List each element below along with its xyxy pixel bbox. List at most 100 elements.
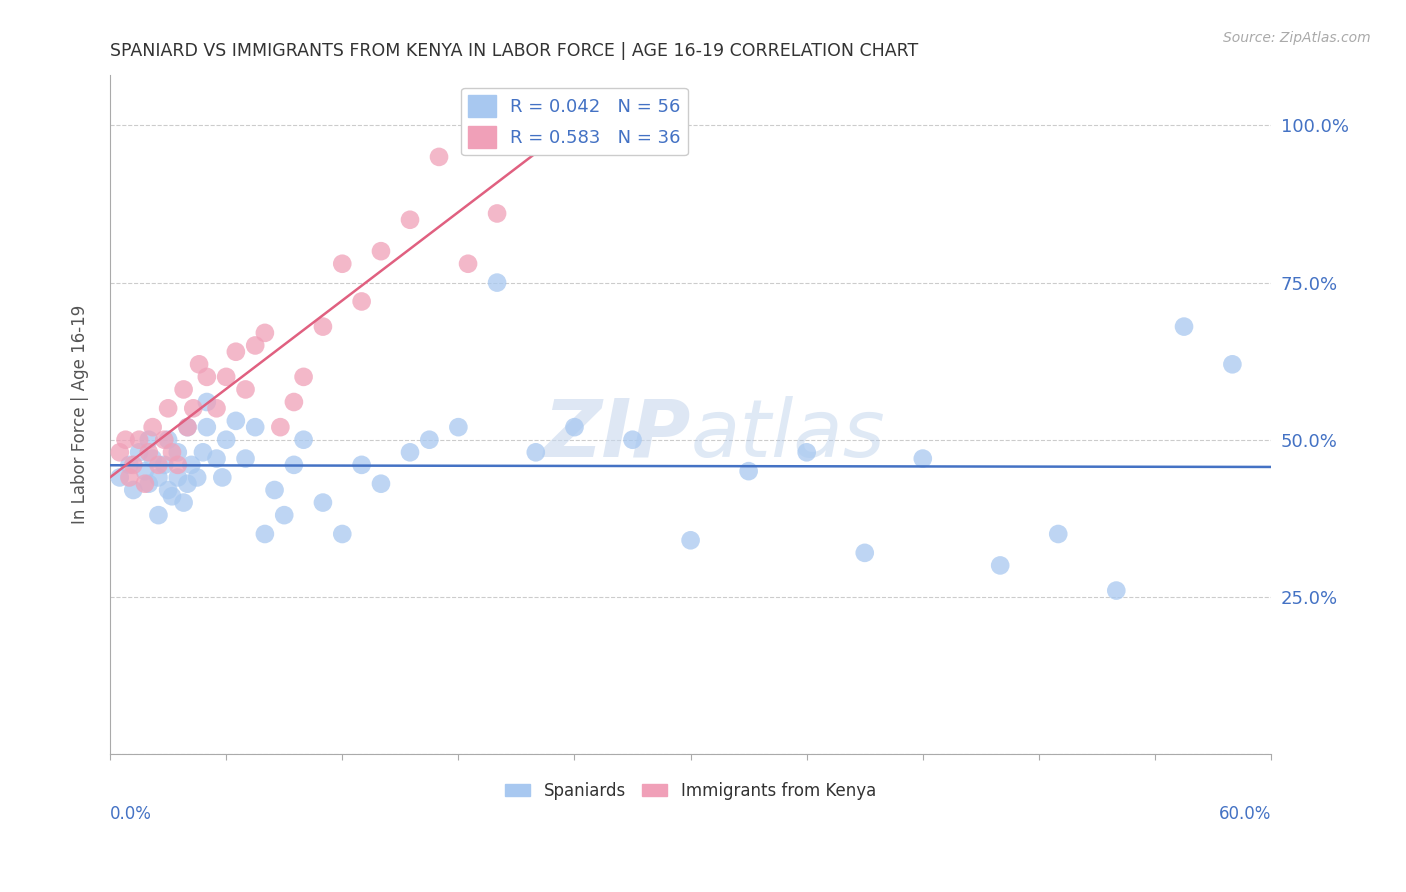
Point	[515, 119, 537, 133]
Point	[181, 401, 204, 416]
Text: SPANIARD VS IMMIGRANTS FROM KENYA IN LABOR FORCE | AGE 16-19 CORRELATION CHART: SPANIARD VS IMMIGRANTS FROM KENYA IN LAB…	[110, 42, 918, 60]
Point	[283, 458, 305, 472]
Point	[122, 458, 145, 472]
Point	[269, 420, 291, 434]
Point	[330, 527, 353, 541]
Point	[205, 401, 228, 416]
Point	[1105, 583, 1128, 598]
Text: Source: ZipAtlas.com: Source: ZipAtlas.com	[1223, 31, 1371, 45]
Point	[180, 458, 202, 472]
Point	[176, 420, 198, 434]
Point	[524, 445, 547, 459]
Point	[148, 508, 170, 523]
Point	[176, 476, 198, 491]
Point	[138, 476, 160, 491]
Point	[142, 451, 165, 466]
Point	[153, 433, 176, 447]
Point	[245, 420, 267, 434]
Point	[176, 420, 198, 434]
Point	[134, 476, 156, 491]
Point	[350, 458, 373, 472]
Point	[128, 433, 150, 447]
Text: 0.0%: 0.0%	[110, 805, 152, 823]
Point	[253, 326, 276, 340]
Point	[263, 483, 285, 497]
Point	[108, 445, 131, 459]
Point	[370, 244, 392, 259]
Point	[350, 294, 373, 309]
Point	[195, 395, 218, 409]
Point	[564, 420, 586, 434]
Point	[173, 495, 195, 509]
Point	[153, 458, 176, 472]
Point	[211, 470, 233, 484]
Point	[457, 257, 479, 271]
Point	[128, 445, 150, 459]
Point	[447, 420, 470, 434]
Point	[215, 433, 238, 447]
Point	[312, 319, 335, 334]
Point	[148, 470, 170, 484]
Point	[114, 433, 136, 447]
Point	[160, 445, 183, 459]
Point	[737, 464, 759, 478]
Point	[399, 212, 422, 227]
Point	[160, 489, 183, 503]
Legend: Spaniards, Immigrants from Kenya: Spaniards, Immigrants from Kenya	[499, 775, 883, 806]
Point	[157, 483, 180, 497]
Point	[370, 476, 392, 491]
Point	[1047, 527, 1070, 541]
Point	[273, 508, 295, 523]
Point	[186, 470, 208, 484]
Text: 60.0%: 60.0%	[1219, 805, 1271, 823]
Point	[1173, 319, 1195, 334]
Point	[253, 527, 276, 541]
Point	[312, 495, 335, 509]
Point	[911, 451, 934, 466]
Point	[399, 445, 422, 459]
Point	[118, 458, 141, 472]
Point	[283, 395, 305, 409]
Point	[215, 370, 238, 384]
Point	[853, 546, 876, 560]
Text: atlas: atlas	[690, 396, 886, 474]
Point	[157, 401, 180, 416]
Point	[988, 558, 1011, 573]
Point	[330, 257, 353, 271]
Point	[486, 276, 509, 290]
Point	[173, 383, 195, 397]
Point	[292, 370, 315, 384]
Point	[225, 344, 247, 359]
Point	[191, 445, 214, 459]
Point	[1222, 357, 1244, 371]
Point	[235, 451, 257, 466]
Point	[166, 470, 188, 484]
Point	[679, 533, 702, 548]
Point	[108, 470, 131, 484]
Point	[486, 206, 509, 220]
Point	[418, 433, 440, 447]
Point	[118, 470, 141, 484]
Point	[245, 338, 267, 352]
Point	[621, 433, 644, 447]
Point	[138, 433, 160, 447]
Point	[195, 420, 218, 434]
Point	[292, 433, 315, 447]
Text: ZIP: ZIP	[543, 396, 690, 474]
Point	[157, 433, 180, 447]
Point	[138, 445, 160, 459]
Point	[235, 383, 257, 397]
Point	[148, 458, 170, 472]
Point	[122, 483, 145, 497]
Point	[142, 420, 165, 434]
Y-axis label: In Labor Force | Age 16-19: In Labor Force | Age 16-19	[72, 305, 89, 524]
Point	[134, 464, 156, 478]
Point	[225, 414, 247, 428]
Point	[166, 445, 188, 459]
Point	[188, 357, 211, 371]
Point	[205, 451, 228, 466]
Point	[796, 445, 818, 459]
Point	[427, 150, 450, 164]
Point	[166, 458, 188, 472]
Point	[195, 370, 218, 384]
